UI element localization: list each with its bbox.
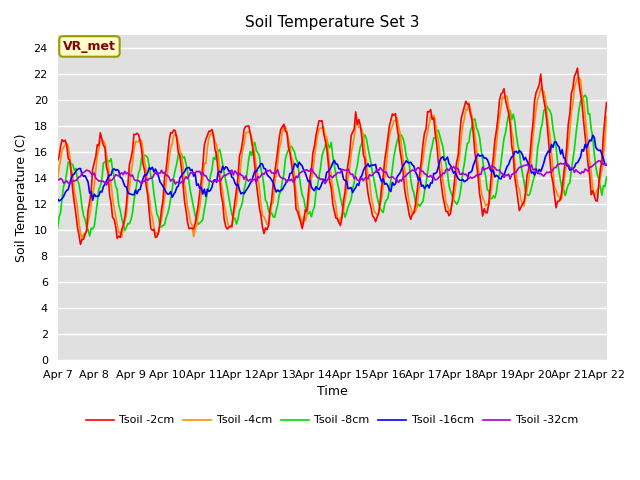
Tsoil -32cm [603,161,611,167]
Tsoil -2cm [122,202,130,208]
X-axis label: Time: Time [317,385,348,398]
Tsoil -32cm [54,177,61,183]
Tsoil -4cm [78,236,86,241]
Tsoil -32cm [595,158,603,164]
Tsoil -16cm [237,191,245,197]
Tsoil -4cm [575,74,583,80]
Tsoil -32cm [573,168,581,174]
Y-axis label: Soil Temperature (C): Soil Temperature (C) [15,133,28,262]
Tsoil -4cm [237,159,245,165]
Tsoil -32cm [122,171,130,177]
Tsoil -16cm [589,132,596,138]
Tsoil -8cm [581,92,589,98]
Tsoil -32cm [219,174,227,180]
Tsoil -16cm [246,180,254,186]
Tsoil -2cm [237,148,245,154]
Tsoil -2cm [603,100,611,106]
Legend: Tsoil -2cm, Tsoil -4cm, Tsoil -8cm, Tsoil -16cm, Tsoil -32cm: Tsoil -2cm, Tsoil -4cm, Tsoil -8cm, Tsoi… [81,411,582,430]
Tsoil -4cm [246,131,254,136]
Title: Soil Temperature Set 3: Soil Temperature Set 3 [244,15,419,30]
Line: Tsoil -2cm: Tsoil -2cm [58,68,607,244]
Tsoil -2cm [219,199,227,205]
Tsoil -16cm [219,163,227,169]
Tsoil -32cm [246,176,254,182]
Tsoil -4cm [603,113,611,119]
Tsoil -8cm [54,226,61,231]
Tsoil -8cm [295,171,303,177]
Line: Tsoil -4cm: Tsoil -4cm [58,77,607,239]
Tsoil -16cm [295,159,303,165]
Tsoil -8cm [603,174,611,180]
Tsoil -8cm [86,233,93,239]
Line: Tsoil -16cm: Tsoil -16cm [58,135,607,201]
Tsoil -8cm [246,149,254,155]
Tsoil -2cm [295,215,303,220]
Tsoil -2cm [246,130,254,136]
Tsoil -2cm [575,80,583,86]
Tsoil -32cm [237,172,245,178]
Tsoil -4cm [295,209,303,215]
Text: VR_met: VR_met [63,40,116,53]
Tsoil -16cm [55,198,63,204]
Tsoil -4cm [122,213,130,218]
Tsoil -2cm [54,158,61,164]
Line: Tsoil -32cm: Tsoil -32cm [58,161,607,185]
Tsoil -2cm [573,65,581,71]
Tsoil -4cm [573,75,581,81]
Tsoil -8cm [219,162,227,168]
Tsoil -4cm [54,177,61,183]
Tsoil -4cm [219,190,227,195]
Tsoil -8cm [237,204,245,210]
Tsoil -32cm [295,171,303,177]
Tsoil -8cm [573,120,581,125]
Tsoil -32cm [102,182,110,188]
Tsoil -16cm [603,162,611,168]
Tsoil -16cm [54,196,61,202]
Tsoil -16cm [122,184,130,190]
Line: Tsoil -8cm: Tsoil -8cm [58,95,607,236]
Tsoil -8cm [122,225,130,230]
Tsoil -16cm [573,160,581,166]
Tsoil -2cm [77,241,84,247]
